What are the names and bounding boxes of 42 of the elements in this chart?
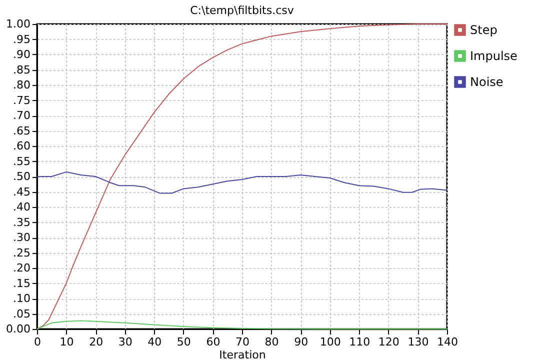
x-tick-label: 90 xyxy=(294,336,308,348)
x-tick-label: 50 xyxy=(176,336,191,348)
y-tick-label: .05 xyxy=(13,307,30,320)
y-tick-label: .20 xyxy=(13,262,30,274)
y-tick-label: .85 xyxy=(13,63,30,76)
y-tick-label: 0.00 xyxy=(6,322,30,336)
y-tick-label: .80 xyxy=(13,78,30,92)
y-tick-label: .10 xyxy=(13,292,30,305)
y-tick-label: .90 xyxy=(13,48,30,61)
legend-label: Noise xyxy=(470,75,504,89)
y-tick-label: .15 xyxy=(13,276,30,290)
y-tick-label: .70 xyxy=(13,109,30,122)
x-tick-label: 0 xyxy=(34,336,41,348)
x-tick-label: 140 xyxy=(437,336,458,348)
y-tick-label: .75 xyxy=(13,94,30,107)
x-tick-label: 130 xyxy=(408,336,429,348)
chart-title: C:\temp\filtbits.csv xyxy=(190,4,294,17)
y-tick-label: .35 xyxy=(13,216,30,229)
x-tick-label: 20 xyxy=(89,336,104,348)
y-tick-label: .50 xyxy=(13,170,30,183)
y-tick-label: .55 xyxy=(13,154,30,168)
y-tick-label: .60 xyxy=(13,140,30,152)
x-tick-label: 60 xyxy=(206,336,220,348)
y-tick-label: .95 xyxy=(13,32,30,46)
y-tick-label: .45 xyxy=(13,185,30,198)
y-tick-label: .65 xyxy=(13,124,30,138)
x-tick-label: 80 xyxy=(264,336,279,348)
x-tick-label: 110 xyxy=(349,336,370,348)
x-tick-label: 10 xyxy=(60,336,74,348)
line-series xyxy=(36,171,448,194)
x-tick-label: 70 xyxy=(236,336,250,348)
x-tick-label: 120 xyxy=(378,336,400,348)
y-tick-label: .40 xyxy=(13,200,30,214)
x-tick-label: 100 xyxy=(320,336,341,348)
x-tick-label: 40 xyxy=(148,336,162,348)
y-tick-label: .25 xyxy=(13,246,30,260)
x-axis-title: Iteration xyxy=(219,348,266,360)
legend-label: Step xyxy=(470,23,498,37)
y-tick-label: .30 xyxy=(13,231,30,244)
x-tick-label: 30 xyxy=(118,336,132,348)
y-tick-label: 1.00 xyxy=(6,18,30,30)
legend-label: Impulse xyxy=(470,49,518,63)
